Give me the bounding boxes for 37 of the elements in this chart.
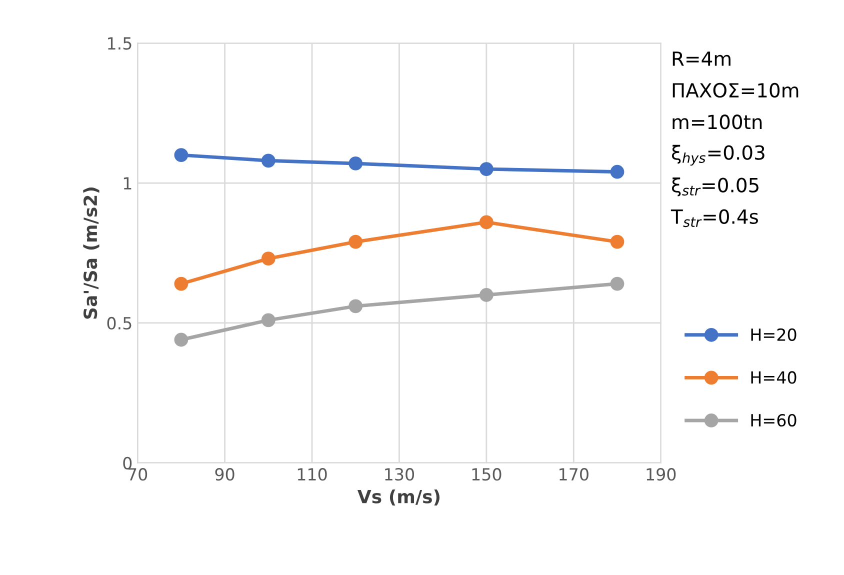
point: [174, 276, 188, 291]
point: [479, 288, 494, 302]
point: [174, 332, 188, 347]
y-tick-label: 1.5: [108, 37, 132, 50]
point: [348, 234, 363, 249]
text: ξ$_{str}$=0.05: [672, 177, 758, 196]
point: [479, 215, 494, 230]
legend-label: H=20: [751, 328, 796, 341]
x-tick-label: 170: [560, 468, 588, 481]
y-tick-label: 0.5: [107, 316, 132, 330]
x-axis-title: Vs (m/s): [357, 489, 440, 506]
legend-label: H=40: [751, 371, 796, 384]
text: R=4m: [672, 52, 730, 66]
legend-label: H=60: [751, 414, 796, 427]
y-tick-label: 0: [123, 456, 132, 470]
x-tick-label: 150: [472, 468, 502, 481]
y-axis-title: Sa'/Sa (m/s2): [83, 188, 100, 319]
x-tick-label: 90: [215, 468, 234, 481]
x-tick-label: 110: [298, 468, 327, 481]
point: [610, 234, 624, 249]
x-tick-label: 130: [385, 468, 414, 481]
point: [261, 313, 276, 328]
text: ξ$_{hys}$=0.03: [672, 144, 764, 166]
point: [348, 299, 363, 314]
point: [479, 162, 494, 176]
point: [261, 154, 276, 168]
point: [348, 156, 363, 170]
text: ΠΑΧΟΣ=10m: [672, 82, 798, 98]
point: [261, 252, 276, 266]
point: [610, 164, 624, 179]
x-tick-label: 70: [128, 468, 148, 481]
text: T$_{str}$=0.4s: [670, 209, 758, 228]
text: m=100tn: [672, 114, 762, 130]
x-tick-label: 190: [646, 468, 676, 481]
point: [174, 148, 188, 162]
y-tick-label: 1: [124, 177, 132, 190]
point: [610, 276, 624, 291]
